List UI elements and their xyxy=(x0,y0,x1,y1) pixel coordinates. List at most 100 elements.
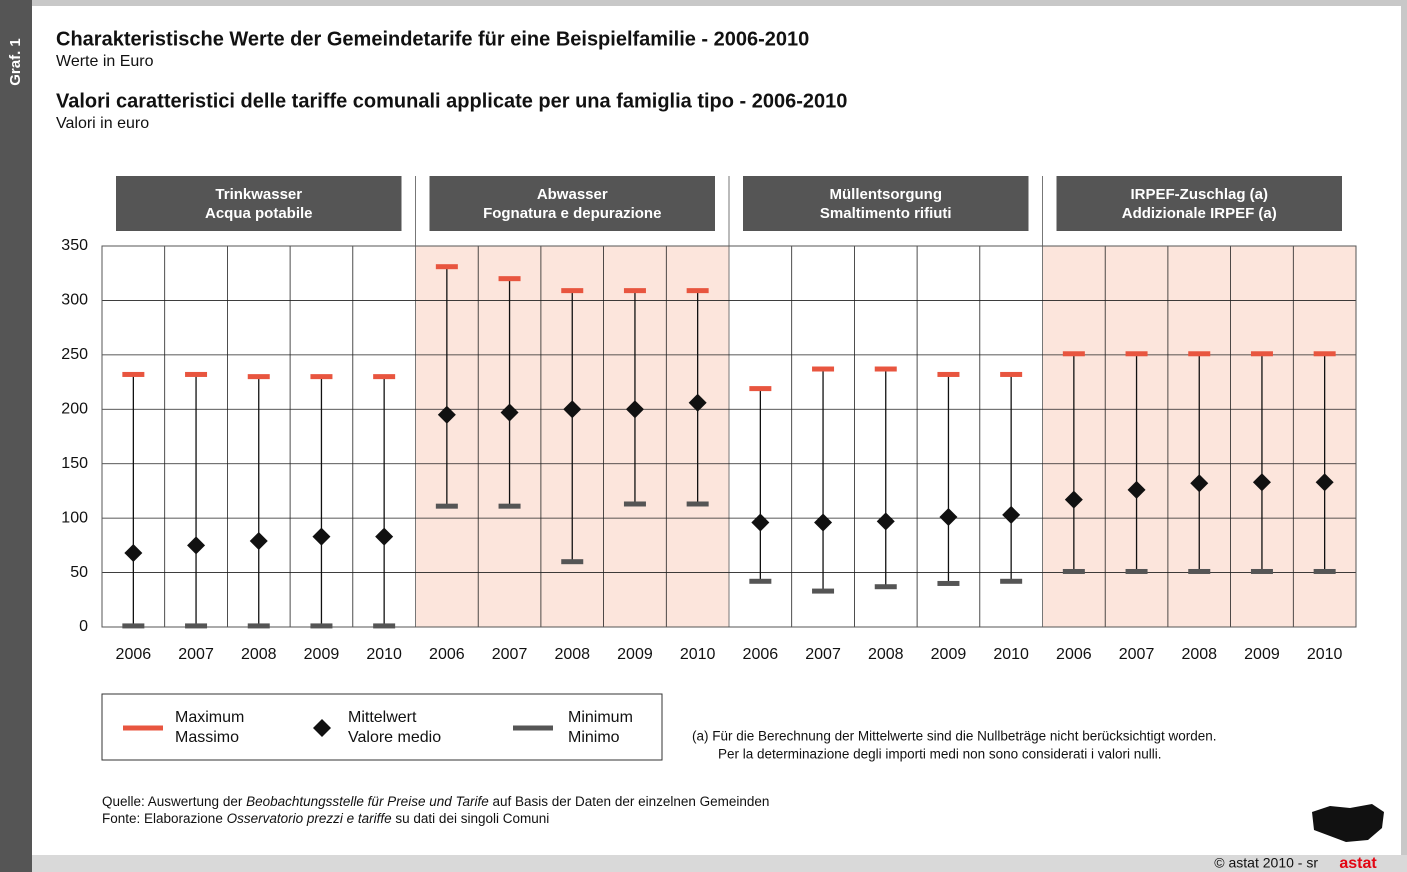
source-part: Osservatorio prezzi e tariffe xyxy=(227,811,392,826)
legend-label: Massimo xyxy=(175,729,239,746)
chart-title: Charakteristische Werte der Gemeindetari… xyxy=(56,28,809,50)
legend-label: Maximum xyxy=(175,709,244,726)
x-tick-label: 2009 xyxy=(617,646,653,663)
max-marker xyxy=(247,374,270,380)
y-tick-label: 100 xyxy=(61,509,88,526)
footnote: Per la determinazione degli importi medi… xyxy=(718,747,1161,762)
group-header xyxy=(116,176,402,231)
mean-marker xyxy=(500,403,519,422)
min-marker xyxy=(185,623,208,629)
x-tick-label: 2009 xyxy=(304,646,340,663)
logo-graphic xyxy=(1312,804,1384,842)
legend-items: Maximum Massimo Mittelwert Valore medio Mini… xyxy=(123,709,633,746)
mean-marker xyxy=(375,527,394,546)
min-marker xyxy=(247,623,270,629)
x-tick-label: 2006 xyxy=(429,646,465,663)
group-label: Addizionale IRPEF (a) xyxy=(1122,205,1277,222)
min-marker xyxy=(1000,578,1023,584)
min-marker xyxy=(1313,568,1336,574)
x-tick-label: 2010 xyxy=(1307,646,1343,663)
max-marker xyxy=(561,288,584,294)
max-marker xyxy=(874,366,897,372)
source-part: Fonte: Elaborazione xyxy=(102,811,227,826)
min-marker xyxy=(435,503,458,509)
mean-marker xyxy=(563,400,582,419)
y-tick-label: 350 xyxy=(61,237,88,254)
x-tick-label: 2009 xyxy=(1244,646,1280,663)
min-marker xyxy=(1250,568,1273,574)
x-tick-label: 2008 xyxy=(241,646,277,663)
mean-marker xyxy=(1315,473,1334,492)
legend-label: Mittelwert xyxy=(348,709,417,726)
source-part: auf Basis der Daten der einzelnen Gemein… xyxy=(489,794,770,809)
x-tick-label: 2008 xyxy=(1181,646,1217,663)
min-marker xyxy=(373,623,396,629)
max-marker xyxy=(1062,351,1085,357)
min-marker xyxy=(498,503,521,509)
y-tick-label: 0 xyxy=(79,618,88,635)
mean-marker xyxy=(625,400,644,419)
side-label: Graf. 1 xyxy=(7,38,24,86)
legend-label: Minimo xyxy=(568,729,620,746)
mean-marker xyxy=(876,512,895,531)
mean-marker xyxy=(187,536,206,555)
y-tick-label: 150 xyxy=(61,455,88,472)
mean-marker xyxy=(939,508,958,527)
legend-label: Valore medio xyxy=(348,729,441,746)
legend-swatch xyxy=(513,725,553,731)
max-marker xyxy=(749,386,772,392)
min-marker xyxy=(1125,568,1148,574)
x-tick-label: 2007 xyxy=(178,646,214,663)
group-label: Müllentsorgung xyxy=(830,186,943,203)
max-marker xyxy=(812,366,835,372)
footnote: (a) Für die Berechnung der Mittelwerte s… xyxy=(692,729,1217,744)
mean-marker xyxy=(312,527,331,546)
side-bar xyxy=(0,0,32,872)
min-marker xyxy=(1188,568,1211,574)
max-marker xyxy=(310,374,333,380)
x-tick-label: 2007 xyxy=(492,646,528,663)
max-marker xyxy=(1188,351,1211,357)
min-marker xyxy=(561,559,584,565)
min-marker xyxy=(937,580,960,586)
min-marker xyxy=(686,501,709,507)
group-label: Abwasser xyxy=(537,186,608,203)
source-part: su dati dei singoli Comuni xyxy=(392,811,550,826)
top-border xyxy=(0,0,1407,6)
group-label: Smaltimento rifiuti xyxy=(820,205,952,222)
min-marker xyxy=(310,623,333,629)
group-header xyxy=(429,176,715,231)
mean-marker xyxy=(1190,474,1209,493)
max-marker xyxy=(937,371,960,377)
group-label: Fognatura e depurazione xyxy=(483,205,661,222)
group-label: Acqua potabile xyxy=(205,205,313,222)
group-label: Trinkwasser xyxy=(215,186,302,203)
x-tick-label: 2010 xyxy=(680,646,716,663)
x-tick-label: 2006 xyxy=(116,646,152,663)
min-marker xyxy=(1062,568,1085,574)
min-marker xyxy=(623,501,646,507)
group-header xyxy=(1056,176,1342,231)
source: Quelle: Auswertung der Beobachtungsstell… xyxy=(102,794,769,809)
legend xyxy=(101,693,663,761)
y-tick-label: 50 xyxy=(70,564,88,581)
x-tick-label: 2008 xyxy=(554,646,590,663)
mean-marker xyxy=(124,543,143,562)
x-tick-label: 2010 xyxy=(366,646,402,663)
max-marker xyxy=(1125,351,1148,357)
y-tick-label: 300 xyxy=(61,292,88,309)
plot: Trinkwasser Acqua potabile Abwasser Fognatu… xyxy=(61,176,1357,663)
mean-marker xyxy=(688,393,707,412)
max-marker xyxy=(623,288,646,294)
max-marker xyxy=(373,374,396,380)
mean-marker xyxy=(751,513,770,532)
mean-marker xyxy=(1064,490,1083,509)
max-marker xyxy=(1250,351,1273,357)
x-tick-label: 2010 xyxy=(993,646,1029,663)
mean-marker xyxy=(1002,505,1021,524)
legend-swatch xyxy=(313,719,331,737)
max-marker xyxy=(498,276,521,282)
max-marker xyxy=(1000,371,1023,377)
group-header xyxy=(743,176,1029,231)
